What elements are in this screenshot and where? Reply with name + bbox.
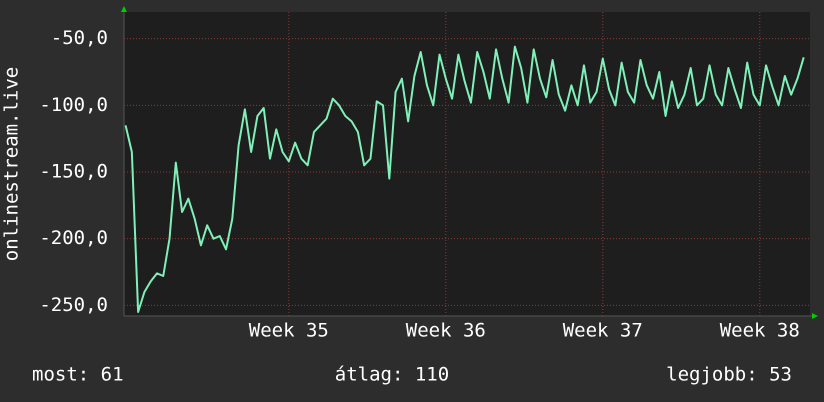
y-tick-label: -250,0 [39, 294, 108, 316]
y-tick-label: -100,0 [39, 94, 108, 116]
plot-area [124, 12, 810, 316]
y-tick-label: -150,0 [39, 161, 108, 183]
stat-label: átlag: 110 [335, 364, 449, 386]
y-tick-label: -50,0 [51, 27, 108, 49]
stat-label: most: 61 [32, 364, 124, 386]
x-tick-label: Week 37 [563, 320, 643, 342]
axis-arrow [121, 6, 127, 12]
x-tick-label: Week 35 [249, 320, 329, 342]
data-line [124, 45, 805, 313]
axis-arrow [812, 313, 818, 319]
x-tick-label: Week 38 [720, 320, 800, 342]
y-axis-label: onlinestream.live [1, 67, 23, 261]
y-tick-label: -200,0 [39, 227, 108, 249]
stat-label: legjobb: 53 [666, 364, 792, 386]
x-tick-label: Week 36 [406, 320, 486, 342]
